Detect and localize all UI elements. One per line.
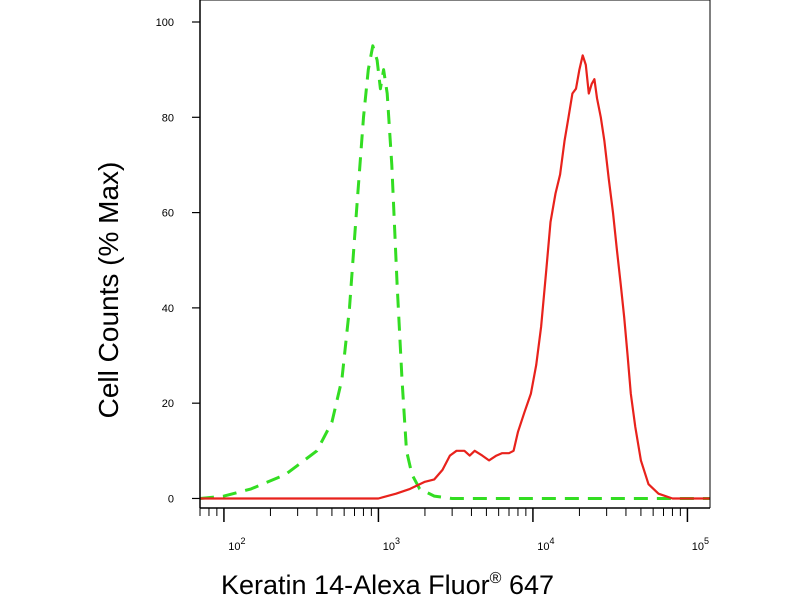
axis-layer xyxy=(199,0,711,509)
x-axis-title-registered-mark: ® xyxy=(490,570,502,587)
y-axis-title: Cell Counts (% Max) xyxy=(93,162,124,419)
x-tick-label: 102 xyxy=(228,536,245,553)
y-ticks: 0 20 40 60 80 100 xyxy=(156,17,200,505)
y-tick-label: 60 xyxy=(162,208,174,220)
x-tick-label: 104 xyxy=(537,536,554,553)
x-axis-title-main: Keratin 14-Alexa Fluor xyxy=(221,570,490,600)
histogram-series-solid xyxy=(200,54,710,500)
x-tick-label-exponent: 3 xyxy=(395,536,400,546)
y-tick-label: 100 xyxy=(156,17,174,29)
y-tick-label: 80 xyxy=(162,112,174,124)
y-tick-label: 0 xyxy=(168,493,174,505)
x-tick-label-exponent: 2 xyxy=(241,536,246,546)
y-tick-label: 40 xyxy=(162,303,174,315)
series-layer xyxy=(199,44,710,500)
plot-area xyxy=(200,0,710,508)
x-tick-label-base: 10 xyxy=(692,541,704,553)
y-tick-label: 20 xyxy=(162,398,174,410)
x-tick-label-base: 10 xyxy=(537,541,549,553)
histogram-series-dashed xyxy=(199,44,710,500)
x-tick-label: 103 xyxy=(383,536,400,553)
x-tick-label-exponent: 4 xyxy=(550,536,555,546)
x-axis-title-suffix: 647 xyxy=(501,570,554,600)
x-tick-label-base: 10 xyxy=(228,541,240,553)
x-ticks: 102 103 104 105 xyxy=(199,508,709,553)
x-tick-label: 105 xyxy=(692,536,709,553)
x-tick-label-exponent: 5 xyxy=(704,536,709,546)
x-axis-title: Keratin 14-Alexa Fluor® 647 xyxy=(221,570,554,600)
x-tick-label-base: 10 xyxy=(383,541,395,553)
